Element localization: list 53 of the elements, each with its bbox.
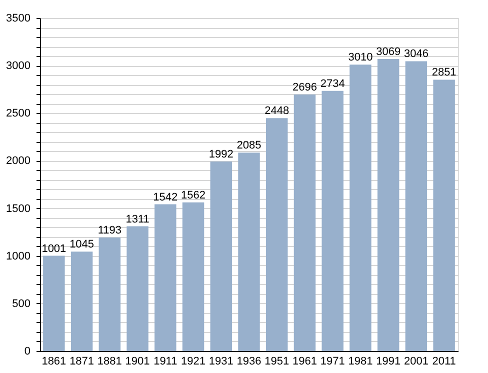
x-tick-label: 1911 <box>154 356 178 368</box>
data-label: 1001 <box>42 242 66 255</box>
x-tick-label: 1961 <box>292 356 317 368</box>
bar <box>70 252 93 351</box>
y-tick-label: 1000 <box>6 250 30 262</box>
bar <box>322 90 344 351</box>
bar <box>238 152 260 351</box>
data-label: 2085 <box>236 140 262 152</box>
data-label: 3046 <box>404 48 428 60</box>
data-label: 1992 <box>208 148 234 160</box>
x-tick-label: 1931 <box>208 356 234 368</box>
x-tick-label: 1951 <box>264 356 290 368</box>
bar <box>126 226 148 351</box>
data-label: 3069 <box>376 46 401 58</box>
x-tick-label: 1981 <box>348 356 373 368</box>
y-tick-label: 3500 <box>6 12 30 24</box>
data-label: 1311 <box>126 213 150 226</box>
x-tick-label: 2001 <box>404 356 428 368</box>
x-tick-label: 1881 <box>97 356 122 368</box>
bar <box>350 64 372 351</box>
y-tick-label: 2500 <box>6 108 30 120</box>
bar <box>182 202 204 351</box>
data-label: 2851 <box>432 66 456 79</box>
x-tick-label: 1971 <box>320 356 345 368</box>
x-tick-label: 1991 <box>376 356 401 368</box>
data-label: 3010 <box>348 52 373 64</box>
data-label: 1193 <box>98 224 122 236</box>
data-label: 2734 <box>320 78 345 90</box>
data-label: 1045 <box>70 238 94 251</box>
y-tick-label: 2000 <box>6 155 30 168</box>
data-label: 1542 <box>153 191 178 204</box>
bar <box>405 61 428 351</box>
bar <box>154 204 176 351</box>
y-tick-label: 1500 <box>6 202 30 215</box>
data-label: 2448 <box>264 105 290 118</box>
x-tick-label: 2011 <box>432 356 456 368</box>
bar <box>377 59 400 351</box>
data-label: 1562 <box>181 189 206 202</box>
x-tick-label: 1921 <box>181 356 206 368</box>
x-tick-label: 1901 <box>125 356 150 368</box>
y-tick-label: 500 <box>12 298 30 310</box>
y-tick-label: 3000 <box>6 60 30 72</box>
bar <box>433 80 455 351</box>
x-tick-label: 1871 <box>70 356 94 368</box>
bar <box>210 161 232 351</box>
x-tick-label: 1861 <box>42 356 66 368</box>
bar <box>266 118 288 351</box>
bar <box>43 256 65 351</box>
bar <box>98 237 121 351</box>
x-tick-label: 1936 <box>236 356 262 368</box>
y-tick-label: 0 <box>24 346 30 358</box>
bar <box>294 94 316 351</box>
data-label: 2696 <box>292 81 317 94</box>
